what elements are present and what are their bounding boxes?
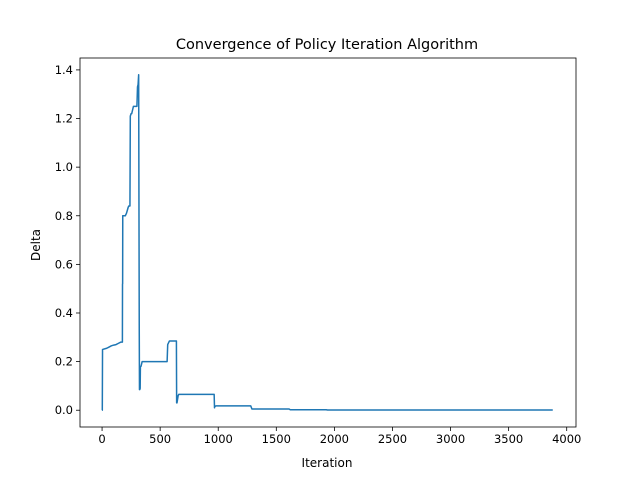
y-tick-label: 0.0	[55, 403, 73, 417]
y-tick-label: 1.2	[55, 112, 73, 126]
plot-area: 0 500 1000 1500 2000 2500 3000 3500 4000 0.0 0.2 0.…	[55, 57, 581, 446]
x-tick-label: 2000	[320, 432, 349, 446]
series-line-0	[101, 74, 553, 411]
x-tick-label: 500	[149, 432, 171, 446]
y-tick-label: 0.8	[55, 209, 73, 223]
y-tick-label: 0.2	[55, 355, 73, 369]
y-tick-label: 0.4	[55, 306, 73, 320]
y-tick-label: 1.0	[55, 160, 73, 174]
x-tick-label: 0	[98, 432, 105, 446]
y-tick-label: 0.6	[55, 257, 73, 271]
x-tick-label: 1500	[262, 432, 291, 446]
x-tick-label: 4000	[552, 432, 581, 446]
y-axis-label: Delta	[29, 229, 43, 261]
x-tick-label: 1000	[204, 432, 233, 446]
x-tick-label: 3000	[436, 432, 465, 446]
x-axis-label: Iteration	[302, 456, 353, 470]
plot-frame	[79, 57, 577, 428]
x-tick-label: 2500	[378, 432, 407, 446]
y-tick-label: 1.4	[55, 63, 73, 77]
x-tick-label: 3500	[494, 432, 523, 446]
chart-title: Convergence of Policy Iteration Algorith…	[176, 37, 478, 53]
